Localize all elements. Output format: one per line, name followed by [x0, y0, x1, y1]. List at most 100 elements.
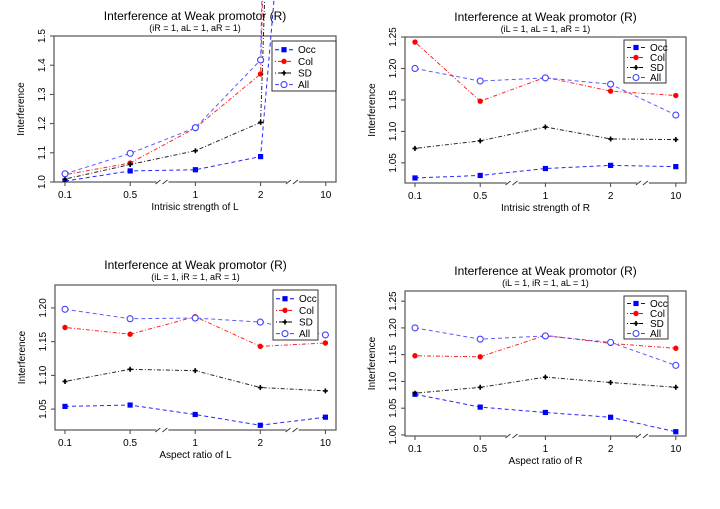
- series-sd-point-core: [128, 163, 132, 166]
- legend-item-all: All: [275, 80, 309, 91]
- legend-point: [633, 44, 639, 51]
- y-axis-title: Interference: [367, 336, 378, 390]
- x-tick-label: 1: [543, 444, 549, 455]
- series-col-point: [257, 343, 263, 350]
- x-axis-title: Intrisic strength of L: [151, 202, 239, 213]
- series-occ-point: [608, 414, 614, 420]
- series-all-point: [257, 56, 265, 64]
- chart-subtitle: (iR = 1, aL = 1, aR = 1): [149, 23, 240, 33]
- legend-label: Occ: [299, 294, 317, 305]
- legend-point: [633, 54, 639, 61]
- x-tick-label: 2: [608, 191, 614, 202]
- legend-item-all: All: [627, 73, 661, 84]
- x-tick-label: 2: [258, 438, 264, 449]
- series-line-all: [414, 67, 677, 116]
- series-sd-point-core: [609, 137, 612, 141]
- series-all-point: [61, 305, 69, 313]
- legend-point: [281, 58, 287, 65]
- series-sd-point-core: [128, 368, 132, 371]
- legend-frame: [623, 295, 669, 340]
- series-all-point: [126, 315, 134, 323]
- series-col-point: [62, 324, 68, 331]
- series-all-point: [411, 324, 419, 332]
- series-line-occ: [64, 0, 275, 182]
- series-occ-point: [322, 414, 328, 420]
- axis-break-mark: [635, 180, 649, 186]
- legend-point-core: [634, 66, 638, 69]
- legend-label: All: [299, 329, 310, 340]
- legend-label: SD: [299, 317, 313, 328]
- series-occ: [62, 402, 328, 428]
- series-sd-point-core: [478, 139, 482, 143]
- legend-item-sd: SD: [627, 63, 664, 74]
- series-line-occ: [414, 164, 676, 179]
- series-col-point: [477, 354, 483, 360]
- series-sd-point-core: [478, 386, 482, 389]
- legend-item-col: Col: [627, 309, 665, 320]
- series-occ-point: [673, 164, 679, 170]
- axis-break-gap: [286, 180, 299, 184]
- series-all-point: [191, 124, 199, 132]
- legend-label: Col: [650, 309, 665, 320]
- chart-panel-3: Interference at Weak promotor (R)(iL = 1…: [17, 258, 337, 461]
- legend-point-core: [634, 322, 638, 325]
- legend-label: All: [298, 80, 309, 91]
- y-tick-label: 1.15: [38, 331, 49, 351]
- chart-title: Interference at Weak promotor (R): [104, 258, 287, 272]
- y-tick-label: 1.10: [38, 365, 49, 385]
- series-sd-point-core: [63, 177, 67, 181]
- y-tick-label: 1.10: [388, 121, 399, 141]
- y-tick-label: 1.25: [388, 27, 399, 47]
- series-line-col: [414, 334, 676, 358]
- x-tick-label: 1: [193, 190, 199, 201]
- legend-point-core: [283, 320, 287, 324]
- legend-item-sd: SD: [627, 319, 664, 330]
- legend-item-col: Col: [275, 57, 313, 68]
- series-col-point: [477, 98, 483, 104]
- series-sd-point-core: [674, 138, 678, 141]
- x-axis-title: Intrisic strength of R: [501, 203, 590, 214]
- chart-title: Interference at Weak promotor (R): [454, 264, 637, 278]
- legend-label: All: [650, 73, 661, 84]
- axis-break-gap: [636, 181, 649, 185]
- x-tick-label: 0.1: [408, 444, 422, 455]
- legend-item-all: All: [276, 329, 310, 340]
- series-occ-point: [127, 168, 133, 174]
- x-tick-label: 10: [670, 191, 682, 202]
- legend-item-occ: Occ: [627, 43, 668, 54]
- x-axis-title: Aspect ratio of L: [159, 450, 232, 461]
- series-all-point: [321, 331, 329, 339]
- series-line-occ: [64, 404, 326, 426]
- legend-label: Col: [299, 306, 314, 317]
- x-tick-label: 1: [192, 438, 198, 449]
- x-tick-label: 0.1: [58, 438, 72, 449]
- series-sd-point-core: [259, 386, 262, 389]
- chart-panel-1: Interference at Weak promotor (R)(iR = 1…: [16, 0, 337, 213]
- axis-break-mark: [155, 427, 168, 433]
- series-occ: [412, 391, 679, 435]
- axis-break-gap: [156, 180, 169, 184]
- legend-item-col: Col: [276, 306, 314, 317]
- chart-subtitle: (iL = 1, aL = 1, aR = 1): [501, 24, 591, 34]
- chart-panel-2: Interference at Weak promotor (R)(iL = 1…: [367, 10, 687, 214]
- y-tick-label: 1.25: [388, 291, 399, 311]
- series-sd-point-core: [544, 125, 547, 129]
- series-sd: [62, 0, 266, 182]
- series-line-all: [414, 327, 676, 366]
- legend-point: [632, 73, 640, 82]
- series-line-occ: [414, 393, 676, 433]
- axis-break-mark: [285, 427, 298, 433]
- series-occ-point: [62, 403, 68, 409]
- series-line-all: [64, 0, 263, 175]
- x-tick-label: 10: [320, 190, 332, 201]
- y-tick-label: 1.10: [388, 371, 399, 391]
- legend-item-occ: Occ: [276, 294, 317, 305]
- series-sd-point-core: [674, 386, 678, 389]
- series-all-point: [672, 111, 680, 119]
- series-all-point: [61, 170, 69, 178]
- series-occ-point: [192, 167, 198, 173]
- axis-break-gap: [156, 428, 169, 432]
- legend-item-occ: Occ: [275, 45, 316, 56]
- x-tick-label: 0.1: [58, 190, 72, 201]
- series-occ-point: [477, 172, 483, 179]
